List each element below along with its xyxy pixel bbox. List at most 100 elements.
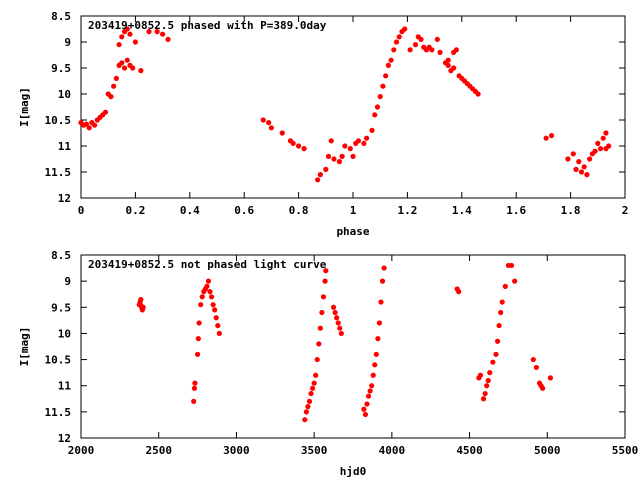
- unphased-data-point: [320, 294, 327, 300]
- phased-y-tick-label: 8.5: [51, 10, 71, 23]
- unphased-x-tick-label: 2000: [68, 444, 95, 457]
- phased-data-point: [350, 153, 356, 159]
- unphased-data-point: [317, 325, 323, 331]
- phased-data-point: [119, 60, 125, 66]
- unphased-plot-frame: [80, 254, 626, 439]
- unphased-data-point: [308, 390, 314, 397]
- phased-data-point: [342, 143, 348, 149]
- unphased-data-point: [547, 375, 553, 381]
- phased-data-point: [429, 47, 435, 53]
- unphased-data-point: [373, 351, 379, 357]
- phased-data-point: [434, 36, 440, 43]
- unphased-data-point: [323, 268, 329, 274]
- unphased-data-point: [215, 322, 221, 329]
- phased-data-point: [296, 143, 302, 149]
- unphased-data-point: [375, 336, 381, 342]
- phased-y-tick-label: 10: [58, 88, 71, 101]
- unphased-data-point: [137, 302, 144, 308]
- phased-data-point: [581, 164, 587, 170]
- unphased-y-tick-label: 9: [64, 275, 71, 288]
- phased-data-point: [317, 172, 323, 178]
- unphased-data-point: [305, 404, 311, 410]
- phased-data-point: [372, 112, 378, 118]
- phased-x-axis-title: phase: [336, 225, 369, 238]
- unphased-data-point: [208, 294, 215, 300]
- phased-data-point: [391, 47, 397, 53]
- phased-data-point: [165, 36, 171, 43]
- unphased-data-point: [330, 304, 337, 310]
- phased-x-tick-label: 2: [622, 204, 629, 217]
- unphased-data-point: [362, 411, 369, 418]
- phased-data-point: [597, 146, 604, 152]
- unphased-data-point: [365, 393, 372, 399]
- phased-chart-title: 203419+0852.5 phased with P=389.0day: [88, 19, 327, 32]
- unphased-data-point: [367, 388, 373, 394]
- unphased-data-point: [212, 307, 218, 313]
- phased-data-point: [331, 156, 337, 162]
- phased-data-point: [325, 153, 332, 159]
- phased-data-point: [380, 83, 386, 89]
- phased-data-point: [260, 117, 266, 123]
- unphased-data-point: [482, 390, 488, 397]
- unphased-data-point: [498, 309, 504, 316]
- phased-data-point: [146, 29, 152, 35]
- phased-data-point: [369, 127, 375, 133]
- phased-data-point: [595, 140, 601, 146]
- phased-data-point: [445, 62, 451, 68]
- unphased-data-point: [499, 299, 505, 305]
- unphased-y-tick-label: 11.5: [45, 406, 72, 419]
- unphased-data-point: [364, 401, 370, 407]
- phased-data-point: [132, 39, 138, 45]
- unphased-data-point: [191, 385, 198, 391]
- unphased-data-point: [334, 315, 340, 321]
- unphased-y-tick-label: 9.5: [51, 301, 71, 314]
- phased-data-point: [124, 26, 130, 32]
- unphased-data-point: [494, 338, 501, 344]
- phased-data-point: [412, 42, 419, 48]
- phased-data-point: [592, 148, 598, 154]
- unphased-x-tick-label: 2500: [145, 444, 172, 457]
- unphased-data-point: [198, 302, 204, 308]
- phased-data-point: [418, 36, 424, 43]
- phased-data-point: [113, 75, 119, 81]
- unphased-x-tick-label: 3000: [223, 444, 250, 457]
- unphased-data-point: [194, 351, 201, 357]
- phased-y-tick-label: 12: [58, 192, 71, 205]
- phased-data-point: [160, 31, 166, 37]
- phased-data-point: [388, 57, 394, 63]
- phased-data-point: [383, 73, 389, 79]
- unphased-data-point: [512, 278, 518, 284]
- unphased-y-tick-label: 12: [58, 432, 71, 445]
- unphased-data-point: [213, 315, 219, 321]
- unphased-data-point: [311, 380, 317, 386]
- phased-data-point: [543, 135, 549, 141]
- phased-data-point: [584, 172, 590, 178]
- phased-y-tick-label: 11: [58, 140, 72, 153]
- unphased-data-point: [480, 396, 487, 402]
- unphased-data-point: [337, 325, 343, 331]
- phased-x-tick-label: 1.4: [452, 204, 472, 217]
- phased-data-point: [127, 31, 133, 37]
- unphased-data-point: [306, 398, 313, 404]
- phased-data-point: [453, 47, 459, 53]
- phased-data-point: [606, 143, 612, 149]
- phased-data-point: [576, 159, 582, 165]
- phased-data-point: [102, 109, 109, 115]
- unphased-data-point: [199, 294, 205, 300]
- unphased-data-point: [540, 385, 546, 391]
- phased-data-point: [475, 91, 481, 97]
- phased-data-point: [279, 130, 285, 136]
- phased-y-tick-label: 11.5: [45, 166, 72, 179]
- unphased-x-tick-label: 5500: [612, 444, 639, 457]
- phased-data-point: [315, 177, 321, 183]
- unphased-data-point: [372, 362, 378, 368]
- phased-data-point: [290, 140, 296, 146]
- unphased-data-point: [493, 351, 499, 357]
- phased-data-point: [323, 166, 329, 172]
- phased-x-tick-label: 1.8: [561, 204, 581, 217]
- phased-x-tick-label: 1.6: [506, 204, 526, 217]
- unphased-data-point: [309, 385, 316, 391]
- unphased-y-tick-label: 8.5: [51, 249, 71, 262]
- phased-x-tick-label: 0.4: [180, 204, 200, 217]
- phased-data-point: [402, 26, 408, 32]
